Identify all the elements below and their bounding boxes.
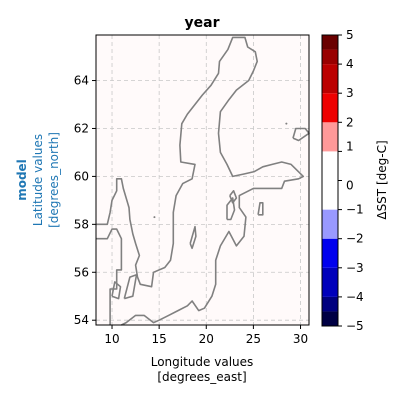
plot-area: 10 15 20 25 30 54 56 58 60 62 64 — [74, 34, 310, 346]
colorbar-tick-label: 5 — [346, 28, 354, 42]
y-tick-label: 58 — [74, 217, 89, 231]
colorbar-tick-label: 3 — [346, 86, 354, 100]
x-tick-label: 20 — [199, 332, 214, 346]
coastline-segment — [257, 202, 264, 216]
y-tick-label: 62 — [74, 121, 89, 135]
colorbar-segment — [322, 238, 338, 268]
coastline-segment — [292, 127, 310, 142]
colorbar-tick-label: 0 — [346, 179, 354, 193]
coastline — [96, 36, 310, 326]
x-tick-label: 15 — [152, 332, 167, 346]
colorbar-tick-label: 2 — [346, 115, 354, 129]
y-axis-label-line1: Latitude values — [31, 134, 45, 226]
y-tick-label: 56 — [74, 265, 89, 279]
colorbar-ticks: −5 −4 −3 −2 −1 0 1 2 3 4 5 — [338, 28, 364, 333]
colorbar-tick-label: 1 — [346, 139, 354, 153]
x-tick-label: 25 — [246, 332, 261, 346]
coastline-segment — [189, 225, 197, 250]
colorbar-tick-label: −3 — [346, 261, 364, 275]
colorbar-segment — [322, 209, 338, 239]
colorbar — [321, 34, 339, 327]
coastline-islet — [285, 122, 288, 125]
colorbar-tick-label: 4 — [346, 57, 354, 71]
colorbar-segment — [322, 122, 338, 152]
colorbar-segment — [322, 267, 338, 297]
chart-title: year — [185, 15, 220, 31]
y-axis-ticks: 54 56 58 60 62 64 — [74, 74, 96, 327]
coastline-islet — [153, 216, 156, 219]
colorbar-label: ΔSST [deg-C] — [375, 140, 389, 219]
coastline-segment — [229, 190, 238, 204]
colorbar-segment — [322, 296, 338, 312]
y-axis-label-model: model — [15, 159, 29, 201]
coastline-segment — [111, 281, 122, 300]
colorbar-segment — [322, 93, 338, 123]
grid-lines — [96, 35, 309, 325]
colorbar-tick-label: −4 — [346, 290, 364, 304]
coastline-segment — [226, 197, 236, 221]
colorbar-tick-label: −1 — [346, 203, 364, 217]
y-axis-label-line2: [degrees_north] — [47, 132, 61, 228]
colorbar-segment — [322, 64, 338, 94]
colorbar-tick-label: −2 — [346, 232, 364, 246]
y-tick-label: 64 — [74, 74, 89, 88]
y-tick-label: 54 — [74, 313, 89, 327]
coastline-segment — [96, 36, 305, 326]
colorbar-segment — [322, 49, 338, 65]
colorbar-segment — [322, 311, 338, 326]
coastline-segment — [123, 273, 138, 300]
x-axis-ticks: 10 15 20 25 30 — [104, 325, 308, 346]
x-axis-label-line1: Longitude values — [151, 355, 254, 369]
x-tick-label: 30 — [293, 332, 308, 346]
y-tick-label: 60 — [74, 169, 89, 183]
x-axis-label-line2: [degrees_east] — [157, 370, 246, 384]
plot-frame — [95, 34, 310, 326]
colorbar-tick-label: −5 — [346, 319, 364, 333]
colorbar-segment — [322, 151, 338, 210]
colorbar-segment — [322, 35, 338, 50]
x-tick-label: 10 — [104, 332, 119, 346]
